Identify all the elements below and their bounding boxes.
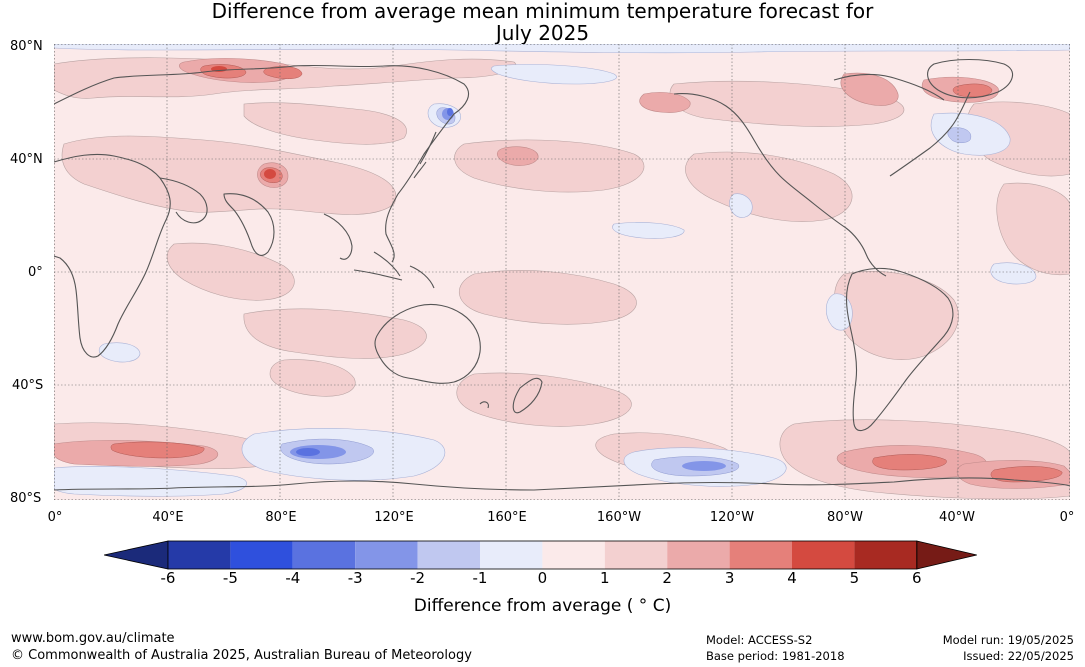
colorbar-segment [854, 541, 917, 569]
colorbar-segment [604, 541, 668, 569]
colorbar-segment [168, 541, 231, 569]
colorbar-tick-label: 3 [724, 569, 735, 587]
colorbar-tick-label: 5 [849, 569, 860, 587]
colorbar-tick-label: 2 [662, 569, 672, 587]
lon-label-160e: 160°E [487, 510, 527, 525]
lat-label-equator: 0° [28, 265, 43, 280]
lon-label-120w: 120°W [709, 510, 755, 525]
lon-label-0-end: 0° [1059, 510, 1075, 525]
coastlines [54, 59, 1070, 491]
colorbar-tick-label: -2 [410, 569, 426, 587]
colorbar-segment [417, 541, 480, 569]
colorbar-segment [292, 541, 356, 569]
colorbar-segment [729, 541, 792, 569]
colorbar-label: Difference from average ( ° C) [413, 596, 672, 616]
colorbar-segment [355, 541, 418, 569]
colorbar-segment [480, 541, 543, 569]
colorbar-segment [230, 541, 293, 569]
colorbar-tick-label: -5 [222, 569, 238, 587]
colorbar-segment [667, 541, 730, 569]
temperature-anomaly-map [54, 44, 1070, 500]
colorbar-tick-label: 6 [912, 569, 922, 587]
lon-label-80e: 80°E [265, 510, 297, 525]
lat-label-80s: 80°S [10, 491, 42, 506]
footer-base-period: Base period: 1981-2018 [706, 649, 845, 663]
lat-label-40n: 40°N [10, 152, 43, 167]
lon-label-80w: 80°W [827, 510, 863, 525]
colorbar-segment [792, 541, 855, 569]
colorbar-tick-label: -3 [347, 569, 363, 587]
footer-copyright: © Commonwealth of Australia 2025, Austra… [11, 648, 472, 663]
colorbar-tick-label: -1 [472, 569, 488, 587]
map-title-line1: Difference from average mean minimum tem… [211, 0, 874, 23]
lon-label-160w: 160°W [596, 510, 642, 525]
colorbar-frame [167, 540, 918, 570]
colorbar-tick-label: 0 [537, 569, 548, 587]
map-title-line2: July 2025 [495, 21, 590, 45]
lon-label-40w: 40°W [939, 510, 975, 525]
colorbar-tick-label: 1 [600, 569, 610, 587]
lat-label-40s: 40°S [12, 378, 44, 393]
colorbar-tick-label: 4 [787, 569, 797, 587]
lon-label-40e: 40°E [152, 510, 184, 525]
colorbar-high-extend [916, 540, 977, 570]
footer-model-run: Model run: 19/05/2025 [942, 633, 1074, 647]
colorbar-tick-label: -4 [285, 569, 301, 587]
footer-url[interactable]: www.bom.gov.au/climate [11, 631, 175, 646]
anomaly-neg-3-4-regions [296, 108, 453, 456]
footer-issued: Issued: 22/05/2025 [963, 649, 1074, 663]
map-gridlines [54, 44, 1070, 500]
lat-label-80n: 80°N [10, 39, 43, 54]
lon-label-120e: 120°E [374, 510, 414, 525]
colorbar-low-extend [104, 540, 169, 570]
colorbar-tick-label: -6 [160, 569, 176, 587]
colorbar [104, 540, 977, 570]
footer-model: Model: ACCESS-S2 [706, 633, 813, 647]
colorbar-segment [542, 541, 605, 569]
lon-label-0: 0° [47, 510, 63, 525]
